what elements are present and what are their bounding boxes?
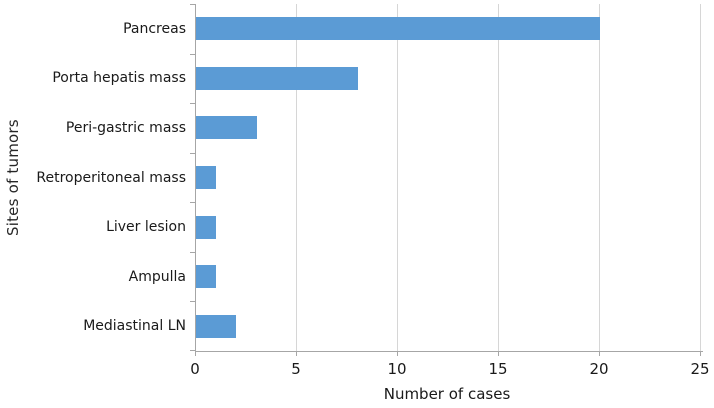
bar	[196, 66, 358, 90]
bar	[196, 265, 217, 289]
x-tick-mark	[195, 351, 196, 356]
x-tick-mark	[498, 351, 499, 356]
y-tick-mark	[190, 103, 195, 104]
x-axis-line	[195, 351, 703, 352]
gridline	[700, 4, 701, 351]
x-tick-label: 15	[488, 360, 508, 378]
y-tick-mark	[190, 252, 195, 253]
x-tick-mark	[700, 351, 701, 356]
category-label: Pancreas	[123, 20, 186, 37]
category-label: Ampulla	[128, 268, 186, 285]
bar	[196, 166, 217, 189]
gridline	[397, 4, 398, 351]
category-label: Peri-gastric mass	[65, 119, 186, 136]
y-tick-mark	[190, 350, 195, 351]
x-axis-title: Number of cases	[383, 385, 511, 403]
y-tick-mark	[190, 301, 195, 302]
x-tick-label: 0	[190, 360, 200, 378]
gridline	[498, 4, 499, 351]
category-label: Porta hepatis mass	[52, 70, 186, 87]
bar	[196, 314, 237, 338]
bar	[196, 215, 217, 239]
x-tick-label: 20	[589, 360, 609, 378]
plot-area	[190, 4, 701, 351]
x-tick-label: 5	[291, 360, 301, 378]
x-tick-mark	[599, 351, 600, 356]
y-axis-line	[195, 4, 196, 351]
x-tick-label: 25	[690, 360, 710, 378]
y-tick-mark	[190, 202, 195, 203]
x-tick-mark	[296, 351, 297, 356]
bar	[196, 17, 600, 41]
gridline	[296, 4, 297, 351]
category-label: Mediastinal LN	[83, 318, 186, 335]
y-tick-mark	[190, 153, 195, 154]
category-labels: Pancreas Porta hepatis mass Peri-gastric m…	[0, 4, 186, 351]
gridline	[599, 4, 600, 351]
category-label: Liver lesion	[106, 219, 186, 236]
y-tick-mark	[190, 54, 195, 55]
y-tick-mark	[190, 4, 195, 5]
x-tick-mark	[397, 351, 398, 356]
x-tick-label: 10	[387, 360, 407, 378]
bar	[196, 116, 257, 140]
category-label: Retroperitoneal mass	[36, 169, 186, 186]
